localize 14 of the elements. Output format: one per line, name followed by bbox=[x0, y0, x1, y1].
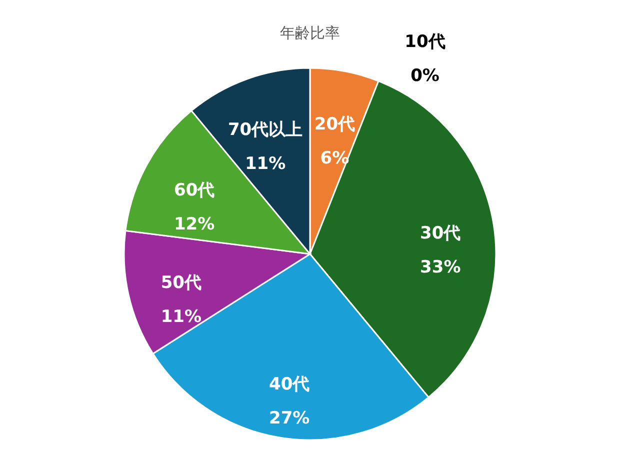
data-label: 11% bbox=[160, 306, 202, 327]
category-label: 10代 bbox=[404, 32, 446, 52]
slice-label: 30代 bbox=[420, 223, 461, 244]
chart-title: 年齢比率 bbox=[280, 24, 340, 42]
data-label: 11% bbox=[244, 154, 286, 174]
slice-label: 20代 bbox=[314, 114, 356, 134]
slice-label: 70代以上 bbox=[228, 120, 303, 140]
data-label: 27% bbox=[269, 408, 310, 428]
slice-label: 60代 bbox=[174, 180, 215, 200]
slice-label: 50代 bbox=[160, 272, 202, 293]
data-label: 33% bbox=[420, 257, 461, 278]
data-label: 12% bbox=[174, 214, 215, 234]
text: 0% bbox=[410, 66, 440, 86]
slice-label: 40代 bbox=[269, 374, 310, 394]
